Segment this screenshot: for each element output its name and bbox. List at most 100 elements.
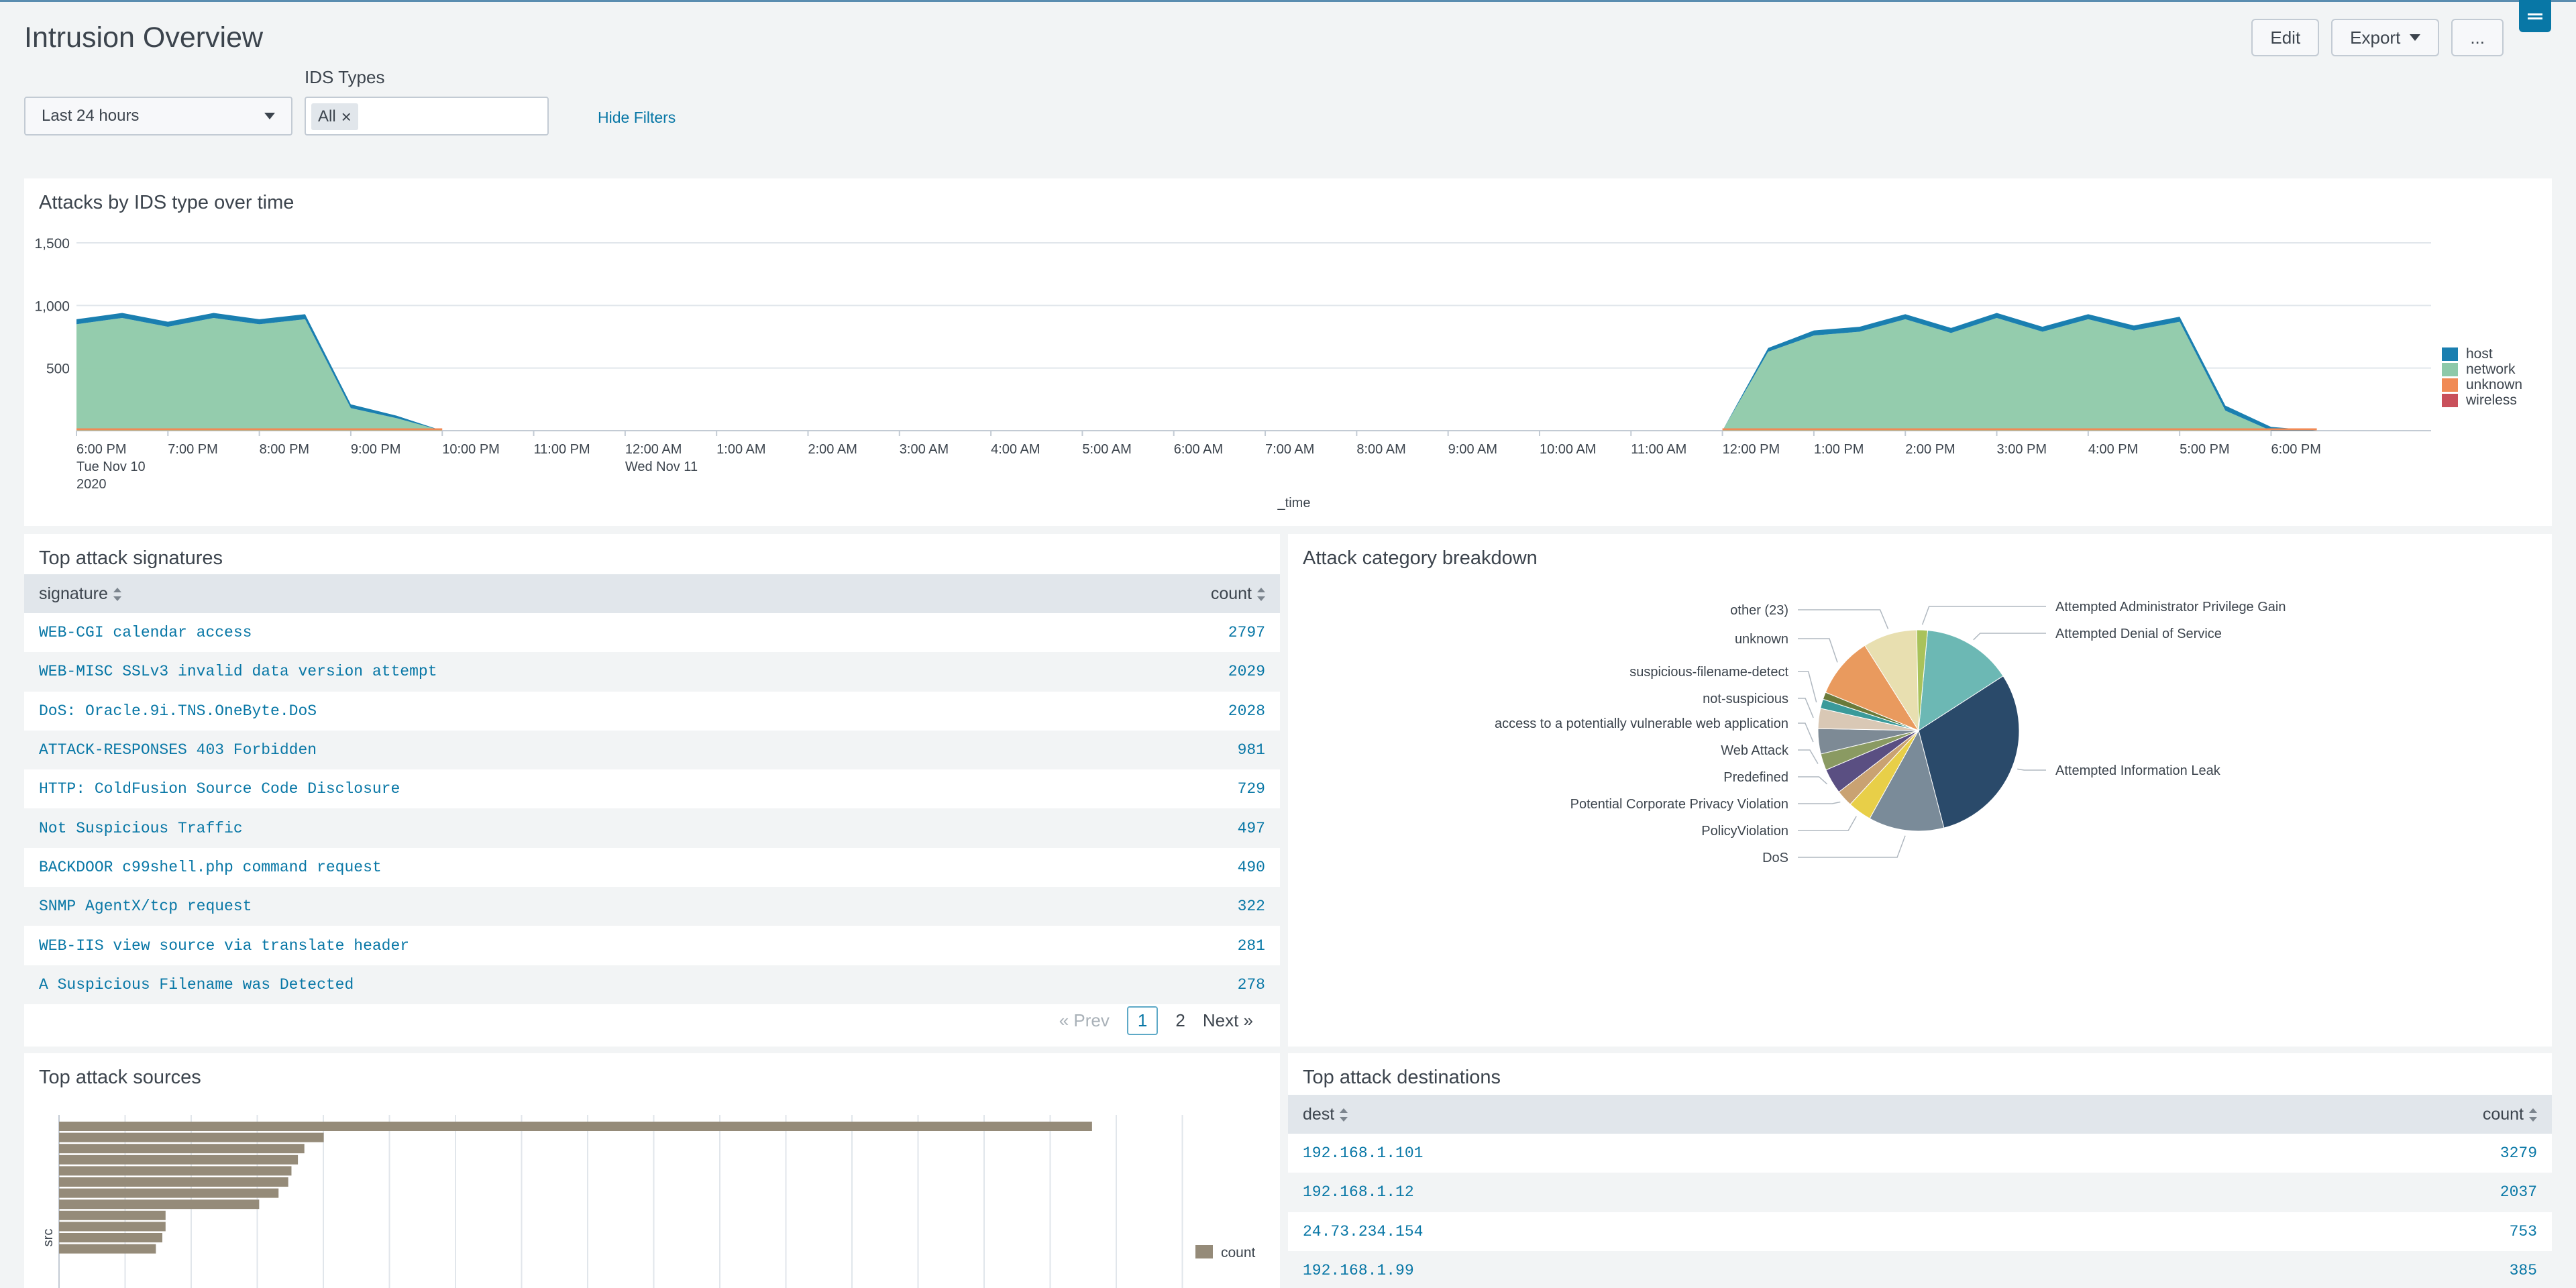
close-icon[interactable]: × bbox=[341, 107, 352, 127]
count-cell[interactable]: 281 bbox=[1237, 936, 1265, 955]
column-header-dest[interactable]: dest bbox=[1303, 1105, 1348, 1124]
y-tick-label: 500 bbox=[46, 362, 70, 377]
export-label: Export bbox=[2350, 27, 2401, 48]
table-row[interactable]: SNMP AgentX/tcp request 322 bbox=[24, 887, 1280, 926]
table-row[interactable]: HTTP: ColdFusion Source Code Disclosure 7… bbox=[24, 769, 1280, 808]
page-1-button[interactable]: 1 bbox=[1126, 1006, 1159, 1035]
count-cell[interactable]: 322 bbox=[1237, 898, 1265, 916]
x-tick-label: 9:00 AM bbox=[1448, 442, 1497, 457]
legend-label: count bbox=[1221, 1245, 1256, 1260]
chart-legend: host network unknown wireless bbox=[2442, 346, 2522, 408]
category-breakdown-panel: Attack category breakdown Attempted Deni… bbox=[1288, 534, 2552, 1046]
count-cell[interactable]: 278 bbox=[1237, 975, 1265, 994]
legend-item-network[interactable]: network bbox=[2442, 362, 2522, 377]
table-row[interactable]: WEB-CGI calendar access 2797 bbox=[24, 613, 1280, 652]
slice-label: Potential Corporate Privacy Violation bbox=[1570, 797, 1788, 812]
table-row[interactable]: 192.168.1.101 3279 bbox=[1288, 1134, 2552, 1173]
hide-filters-link[interactable]: Hide Filters bbox=[598, 109, 676, 126]
ids-token-all[interactable]: All × bbox=[311, 103, 358, 130]
label-leader-line bbox=[1921, 606, 2046, 625]
table-row[interactable]: WEB-IIS view source via translate header… bbox=[24, 926, 1280, 965]
x-tick-label: 7:00 PM bbox=[168, 442, 217, 457]
edit-button[interactable]: Edit bbox=[2251, 19, 2320, 56]
column-header-count[interactable]: count bbox=[2483, 1105, 2537, 1124]
count-cell[interactable]: 2029 bbox=[1228, 663, 1265, 681]
legend-item-wireless[interactable]: wireless bbox=[2442, 392, 2522, 408]
dest-cell[interactable]: 192.168.1.101 bbox=[1303, 1144, 1424, 1163]
prev-page-button[interactable]: « Prev bbox=[1059, 1010, 1110, 1030]
x-tick-label: 12:00 PM bbox=[1723, 442, 1780, 457]
table-row[interactable]: A Suspicious Filename was Detected 278 bbox=[24, 965, 1280, 1004]
more-actions-button[interactable]: ... bbox=[2451, 19, 2504, 56]
dest-cell[interactable]: 24.73.234.154 bbox=[1303, 1222, 1424, 1240]
count-cell[interactable]: 3279 bbox=[2500, 1144, 2537, 1163]
slice-label: access to a potentially vulnerable web a… bbox=[1495, 716, 1788, 731]
page-2-button[interactable]: 2 bbox=[1175, 1010, 1185, 1030]
signature-cell[interactable]: A Suspicious Filename was Detected bbox=[39, 975, 354, 994]
slice-label: PolicyViolation bbox=[1701, 824, 1788, 839]
slice-label: Attempted Denial of Service bbox=[2055, 627, 2222, 641]
table-body: 192.168.1.101 3279 192.168.1.12 2037 24.73.2… bbox=[1288, 1134, 2552, 1288]
x-tick-label: 11:00 PM bbox=[534, 442, 590, 457]
dest-cell[interactable]: 192.168.1.99 bbox=[1303, 1262, 1414, 1280]
legend-swatch bbox=[2442, 362, 2458, 376]
legend-item-host[interactable]: host bbox=[2442, 346, 2522, 362]
dest-cell[interactable]: 192.168.1.12 bbox=[1303, 1183, 1414, 1201]
category-pie-chart: Attempted Denial of Service Attempted Inf… bbox=[1495, 600, 2286, 865]
label-leader-line bbox=[1798, 609, 1889, 629]
x-tick-sublabel: 2020 bbox=[76, 477, 107, 492]
menu-icon[interactable] bbox=[2519, 0, 2551, 32]
x-tick-label: 2:00 AM bbox=[808, 442, 857, 457]
bar bbox=[59, 1144, 305, 1154]
time-range-picker[interactable]: Last 24 hours bbox=[24, 97, 292, 136]
area-network bbox=[76, 318, 443, 431]
table-row[interactable]: WEB-MISC SSLv3 invalid data version atte… bbox=[24, 652, 1280, 692]
count-cell[interactable]: 497 bbox=[1237, 819, 1265, 837]
count-cell[interactable]: 729 bbox=[1237, 780, 1265, 798]
label-leader-line bbox=[1798, 638, 1838, 663]
count-cell[interactable]: 385 bbox=[2509, 1262, 2537, 1280]
signature-cell[interactable]: Not Suspicious Traffic bbox=[39, 819, 243, 837]
x-tick-label: 10:00 PM bbox=[442, 442, 500, 457]
table-body: WEB-CGI calendar access 2797 WEB-MISC SSLv… bbox=[24, 613, 1280, 1004]
count-cell[interactable]: 981 bbox=[1237, 741, 1265, 759]
table-row[interactable]: 24.73.234.154 753 bbox=[1288, 1212, 2552, 1251]
x-tick-label: 1:00 AM bbox=[716, 442, 765, 457]
count-cell[interactable]: 753 bbox=[2509, 1222, 2537, 1240]
signature-cell[interactable]: DoS: Oracle.9i.TNS.OneByte.DoS bbox=[39, 702, 317, 720]
x-tick-sublabel: Wed Nov 11 bbox=[625, 460, 698, 474]
signature-cell[interactable]: ATTACK-RESPONSES 403 Forbidden bbox=[39, 741, 317, 759]
x-tick-label: 5:00 PM bbox=[2180, 442, 2229, 457]
count-cell[interactable]: 2028 bbox=[1228, 702, 1265, 720]
ids-types-multiselect[interactable]: All × bbox=[305, 97, 549, 136]
table-row[interactable]: DoS: Oracle.9i.TNS.OneByte.DoS 2028 bbox=[24, 692, 1280, 731]
count-cell[interactable]: 2037 bbox=[2500, 1183, 2537, 1201]
table-row[interactable]: 192.168.1.99 385 bbox=[1288, 1250, 2552, 1288]
attacks-over-time-panel: Attacks by IDS type over time 500 1,000 1,… bbox=[24, 178, 2552, 526]
x-tick-label: 9:00 PM bbox=[351, 442, 400, 457]
signature-cell[interactable]: WEB-CGI calendar access bbox=[39, 624, 252, 642]
signature-cell[interactable]: WEB-MISC SSLv3 invalid data version atte… bbox=[39, 663, 437, 681]
label-leader-line bbox=[1798, 801, 1841, 804]
column-header-signature[interactable]: signature bbox=[39, 584, 121, 604]
signature-cell[interactable]: HTTP: ColdFusion Source Code Disclosure bbox=[39, 780, 400, 798]
panel-title: Top attack sources bbox=[39, 1067, 201, 1088]
count-cell[interactable]: 490 bbox=[1237, 858, 1265, 876]
table-row[interactable]: 192.168.1.12 2037 bbox=[1288, 1173, 2552, 1212]
y-axis-title: src bbox=[41, 1229, 56, 1247]
label-leader-line bbox=[1973, 633, 2046, 641]
export-button[interactable]: Export bbox=[2331, 19, 2440, 56]
table-row[interactable]: ATTACK-RESPONSES 403 Forbidden 981 bbox=[24, 730, 1280, 770]
signature-cell[interactable]: SNMP AgentX/tcp request bbox=[39, 898, 252, 916]
signature-cell[interactable]: WEB-IIS view source via translate header bbox=[39, 936, 410, 955]
x-axis-title: _time bbox=[1277, 496, 1311, 511]
count-cell[interactable]: 2797 bbox=[1228, 624, 1265, 642]
column-header-count[interactable]: count bbox=[1211, 584, 1265, 604]
column-label: dest bbox=[1303, 1104, 1335, 1124]
legend-item-unknown[interactable]: unknown bbox=[2442, 377, 2522, 392]
table-row[interactable]: BACKDOOR c99shell.php command request 490 bbox=[24, 848, 1280, 887]
signature-cell[interactable]: BACKDOOR c99shell.php command request bbox=[39, 858, 382, 876]
table-row[interactable]: Not Suspicious Traffic 497 bbox=[24, 808, 1280, 848]
next-page-button[interactable]: Next » bbox=[1202, 1010, 1253, 1030]
legend-label: host bbox=[2466, 345, 2493, 362]
